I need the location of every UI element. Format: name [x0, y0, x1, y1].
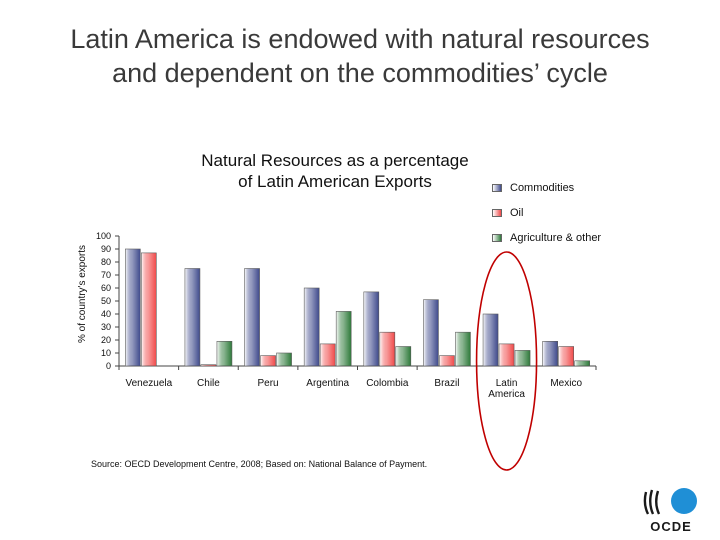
- bar-latin-america-oil: [498, 343, 515, 367]
- oecd-logo-text: OCDE: [650, 519, 692, 534]
- x-tick-label: Peru: [258, 378, 279, 389]
- bar-latin-america-agriculture: [514, 350, 531, 367]
- y-tick-label: 30: [101, 322, 111, 332]
- x-tick-label: Chile: [197, 378, 220, 389]
- y-tick-label: 50: [101, 296, 111, 306]
- legend-swatch-commodities: [492, 184, 502, 192]
- y-tick-label: 90: [101, 244, 111, 254]
- slide-title-line-1: Latin America is endowed with natural re…: [70, 24, 650, 54]
- bar-chile-oil: [200, 364, 217, 367]
- chart-title-line-1: Natural Resources as a percentage: [201, 151, 469, 170]
- bar-argentina-oil: [319, 343, 336, 367]
- source-note: Source: OECD Development Centre, 2008; B…: [91, 459, 428, 469]
- x-tick-label: Venezuela: [125, 378, 172, 389]
- x-tick-label: America: [488, 389, 525, 400]
- bar-peru-commodities: [244, 268, 260, 367]
- y-tick-label: 20: [101, 335, 111, 345]
- oecd-logo-mark: [643, 488, 697, 515]
- bar-colombia-agriculture: [395, 346, 412, 367]
- x-tick-label: Latin: [496, 378, 518, 389]
- bar-brazil-commodities: [423, 299, 439, 367]
- bar-mexico-oil: [558, 346, 574, 367]
- slide-title: Latin America is endowed with natural re…: [40, 22, 680, 90]
- legend-swatch-oil: [492, 209, 502, 217]
- x-tick-label: Argentina: [306, 378, 349, 389]
- y-tick-label: 0: [106, 361, 111, 371]
- legend-label-oil: Oil: [510, 207, 524, 219]
- x-tick-label: Colombia: [366, 378, 409, 389]
- y-axis-label: % of country's exports: [77, 245, 88, 343]
- bar-colombia-oil: [379, 331, 396, 367]
- bar-chile-agriculture: [216, 340, 233, 367]
- bar-colombia-commodities: [363, 291, 380, 367]
- y-tick-label: 80: [101, 257, 111, 267]
- x-tick-label: Brazil: [434, 378, 459, 389]
- bar-venezuela-oil: [141, 252, 157, 367]
- y-tick-label: 70: [101, 270, 111, 280]
- bar-mexico-commodities: [542, 340, 558, 367]
- bar-mexico-agriculture: [574, 360, 590, 367]
- oecd-logo: OCDE: [643, 488, 697, 534]
- bar-brazil-agriculture: [455, 331, 471, 367]
- highlight-ellipse-latin-america: [475, 251, 538, 471]
- bar-chile-commodities: [184, 268, 201, 367]
- slide-title-line-2: and dependent on the commodities’ cycle: [112, 58, 608, 88]
- y-tick-label: 100: [96, 231, 111, 241]
- chart-title-line-2: of Latin American Exports: [238, 172, 432, 191]
- y-tick-label: 60: [101, 283, 111, 293]
- legend-swatch-agriculture: [492, 234, 502, 242]
- chart-title: Natural Resources as a percentage of Lat…: [165, 150, 505, 192]
- bar-peru-agriculture: [276, 352, 292, 367]
- bar-peru-oil: [260, 355, 276, 367]
- bar-venezuela-commodities: [125, 248, 141, 367]
- bar-latin-america-commodities: [482, 313, 499, 367]
- x-tick-label: Mexico: [550, 378, 582, 389]
- legend-label-commodities: Commodities: [510, 182, 575, 194]
- y-tick-label: 40: [101, 309, 111, 319]
- y-tick-label: 10: [101, 348, 111, 358]
- bar-argentina-commodities: [303, 287, 320, 367]
- bar-brazil-oil: [439, 355, 455, 367]
- bar-argentina-agriculture: [335, 311, 352, 367]
- legend-label-agriculture: Agriculture & other: [510, 232, 602, 244]
